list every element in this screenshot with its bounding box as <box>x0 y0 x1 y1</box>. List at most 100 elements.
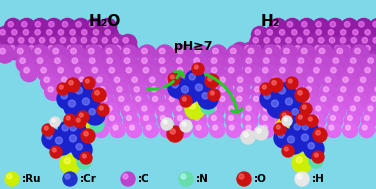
Circle shape <box>302 105 306 109</box>
Circle shape <box>279 125 284 130</box>
Circle shape <box>242 64 259 82</box>
Circle shape <box>142 106 147 111</box>
Circle shape <box>71 38 76 43</box>
Circle shape <box>325 46 331 51</box>
Circle shape <box>86 19 103 36</box>
Circle shape <box>182 84 199 100</box>
Circle shape <box>295 46 300 51</box>
Circle shape <box>253 96 259 101</box>
Circle shape <box>106 113 122 128</box>
Circle shape <box>18 38 24 43</box>
Circle shape <box>361 43 376 60</box>
Circle shape <box>168 78 188 98</box>
Text: :C: :C <box>138 174 150 184</box>
Circle shape <box>280 111 292 123</box>
Circle shape <box>271 100 279 107</box>
Circle shape <box>183 93 199 110</box>
Circle shape <box>350 106 356 111</box>
Circle shape <box>177 82 199 104</box>
Circle shape <box>123 64 140 82</box>
Circle shape <box>51 55 69 72</box>
Circle shape <box>85 96 90 101</box>
Circle shape <box>351 93 367 110</box>
Circle shape <box>304 139 324 159</box>
Circle shape <box>225 113 241 128</box>
Circle shape <box>77 46 82 51</box>
Circle shape <box>126 67 132 73</box>
Circle shape <box>284 93 300 110</box>
Circle shape <box>359 122 374 138</box>
Circle shape <box>114 77 120 83</box>
Text: H₂O: H₂O <box>89 13 121 29</box>
Circle shape <box>179 125 184 130</box>
Circle shape <box>211 106 217 111</box>
Circle shape <box>287 74 304 91</box>
Circle shape <box>225 64 242 82</box>
Circle shape <box>77 111 89 123</box>
Circle shape <box>24 67 29 73</box>
Circle shape <box>255 46 260 51</box>
Circle shape <box>199 74 216 91</box>
Circle shape <box>270 19 287 36</box>
Circle shape <box>287 136 294 143</box>
Circle shape <box>244 132 248 137</box>
Circle shape <box>15 34 32 52</box>
Circle shape <box>271 43 288 60</box>
Circle shape <box>252 74 268 91</box>
Circle shape <box>64 43 81 60</box>
Circle shape <box>191 113 207 128</box>
Circle shape <box>196 84 202 91</box>
Circle shape <box>166 93 182 110</box>
Circle shape <box>274 83 296 105</box>
Circle shape <box>323 87 329 92</box>
Circle shape <box>35 22 41 27</box>
Circle shape <box>181 174 186 179</box>
Circle shape <box>5 19 22 36</box>
Circle shape <box>114 84 130 100</box>
Circle shape <box>365 67 370 73</box>
Circle shape <box>308 38 313 43</box>
Circle shape <box>35 48 41 54</box>
Circle shape <box>58 29 64 35</box>
Circle shape <box>288 26 305 43</box>
Circle shape <box>73 117 93 137</box>
Circle shape <box>54 43 71 60</box>
Circle shape <box>20 58 26 64</box>
Circle shape <box>192 63 204 75</box>
Circle shape <box>204 102 208 107</box>
Circle shape <box>89 106 95 111</box>
Circle shape <box>165 84 182 100</box>
Circle shape <box>81 129 95 143</box>
Circle shape <box>220 96 225 101</box>
Text: H₂: H₂ <box>260 13 280 29</box>
Circle shape <box>250 34 267 52</box>
Circle shape <box>195 48 201 54</box>
Circle shape <box>66 78 80 92</box>
Circle shape <box>170 75 174 79</box>
Circle shape <box>64 114 76 126</box>
Circle shape <box>302 43 318 60</box>
Circle shape <box>304 29 309 35</box>
Circle shape <box>298 58 304 64</box>
Circle shape <box>160 122 175 138</box>
Circle shape <box>41 67 46 73</box>
Circle shape <box>138 45 156 63</box>
Circle shape <box>267 29 273 35</box>
Circle shape <box>290 120 310 140</box>
Circle shape <box>185 99 205 119</box>
Circle shape <box>68 55 86 72</box>
Circle shape <box>348 34 365 52</box>
Circle shape <box>250 93 267 110</box>
Circle shape <box>61 93 67 99</box>
Circle shape <box>0 45 14 63</box>
Circle shape <box>167 77 173 83</box>
Circle shape <box>261 43 279 60</box>
Circle shape <box>349 26 366 43</box>
Circle shape <box>229 58 234 64</box>
Circle shape <box>225 55 243 72</box>
Circle shape <box>132 93 149 110</box>
Circle shape <box>78 94 100 116</box>
Circle shape <box>314 153 318 157</box>
Circle shape <box>123 113 139 128</box>
Circle shape <box>170 129 175 134</box>
